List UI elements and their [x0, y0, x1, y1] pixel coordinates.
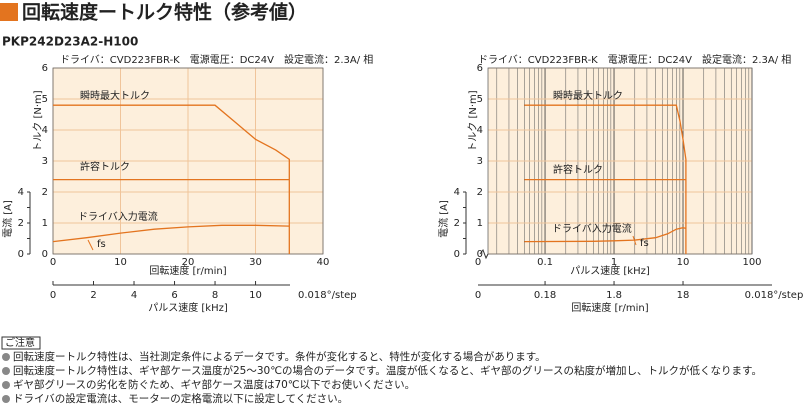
y-tick-label: 0: [477, 249, 483, 260]
x-tick-label: 0: [50, 257, 56, 268]
y-tick-label: 6: [477, 63, 483, 74]
fs-label: fs: [640, 238, 649, 249]
note-bullet: [2, 381, 10, 389]
note-title: ご注意: [5, 336, 35, 349]
fs-marker: [632, 235, 637, 246]
y-tick-label: 4: [42, 125, 48, 136]
model: PKP242D23A2-H100: [2, 35, 138, 49]
chart-header: ドライバ：CVD223FBR-K 電源電圧：DC24V 設定電流：2.3A/ 相: [478, 53, 791, 66]
x-tick-label: 0.1: [537, 257, 553, 268]
chart-header: ドライバ：CVD223FBR-K 電源電圧：DC24V 設定電流：2.3A/ 相: [60, 53, 373, 66]
y2-tick-label: 4: [454, 187, 460, 198]
x-tick-label: 10: [677, 257, 690, 268]
plot-frame: [487, 67, 753, 255]
y2-axis-label: 電流 [A]: [437, 200, 450, 238]
note-bullet: [2, 395, 10, 403]
series-label: ドライバ入力電流: [552, 222, 632, 235]
y-axis-label: トルク [N·m]: [467, 90, 479, 151]
note-bullet: [2, 353, 10, 361]
x-axis-label: 回転速度 [r/min]: [149, 264, 226, 277]
x2-axis-label: パルス速度 [kHz]: [148, 301, 228, 314]
x-tick-label: 1: [611, 257, 617, 268]
series-line: [53, 104, 290, 254]
series-label: 瞬時最大トルク: [80, 89, 150, 102]
x2-tick-label: 6: [171, 290, 177, 301]
zero-label: 0: [475, 290, 481, 301]
x2-tick-label: 2: [90, 290, 96, 301]
x-tick-label: 100: [742, 257, 761, 268]
series-label: 許容トルク: [553, 163, 603, 176]
note-bullet: [2, 367, 10, 375]
y2-tick-label: 0: [18, 249, 24, 260]
x2-axis-label: 回転速度 [r/min]: [571, 301, 648, 314]
axis-break: [479, 248, 489, 260]
y-tick-label: 1: [477, 218, 483, 229]
page-title: 回転速度ートルク特性（参考値）: [22, 1, 307, 24]
y-tick-label: 2: [477, 187, 483, 198]
fs-label: fs: [97, 239, 106, 250]
plot-frame: [52, 67, 324, 255]
step-label: 0.018°/step: [298, 290, 357, 301]
note-box: [1, 336, 41, 350]
y-tick-label: 5: [42, 94, 48, 105]
step-label: 0.018°/step: [745, 290, 804, 301]
x-tick-label: 10: [114, 257, 127, 268]
y2-tick-label: 4: [18, 187, 24, 198]
x-tick-label: 40: [317, 257, 330, 268]
y2-tick-label: 2: [18, 218, 24, 229]
y-tick-label: 3: [477, 156, 483, 167]
x2-tick-label: 10: [249, 290, 262, 301]
y-tick-label: 6: [42, 63, 48, 74]
series-line: [524, 227, 687, 243]
y-tick-label: 1: [42, 218, 48, 229]
x2-tick-label: 4: [131, 290, 137, 301]
y-axis-label: トルク [N·m]: [32, 90, 44, 151]
note-item: ギヤ部グリースの劣化を防ぐため、ギヤ部ケース温度は70℃以下でお使いください。: [13, 378, 415, 391]
y-tick-label: 4: [477, 125, 483, 136]
note-item: ドライバの設定電流は、モーターの定格電流以下に設定してください。: [13, 392, 348, 405]
x2-tick-label: 0: [50, 290, 56, 301]
series-line: [52, 224, 290, 243]
y2-axis-label: 電流 [A]: [1, 200, 14, 238]
y2-tick-label: 2: [454, 218, 460, 229]
note-item: 回転速度ートルク特性は、当社測定条件によるデータです。条件が変化すると、特性が変…: [13, 350, 546, 363]
x2-tick-label: 0.18: [534, 290, 556, 301]
series-line: [524, 104, 687, 254]
series-label: 許容トルク: [80, 160, 130, 173]
x2-tick-label: 18: [677, 290, 690, 301]
y2-tick-label: 0: [454, 249, 460, 260]
y-tick-label: 2: [42, 187, 48, 198]
x2-tick-label: 8: [212, 290, 218, 301]
x-tick-label: 20: [182, 257, 195, 268]
y-tick-label: 3: [42, 156, 48, 167]
x-tick-label: 30: [249, 257, 262, 268]
y-tick-label: 5: [477, 94, 483, 105]
note-item: 回転速度ートルク特性は、ギヤ部ケース温度が25～30℃の場合のデータです。温度が…: [13, 364, 762, 377]
x-axis-label: パルス速度 [kHz]: [570, 264, 650, 277]
series-label: 瞬時最大トルク: [553, 89, 623, 102]
zero-label: 0: [475, 257, 481, 268]
x2-tick-label: 1.8: [606, 290, 622, 301]
title-mark: [0, 3, 18, 21]
fs-marker: [87, 239, 94, 251]
series-label: ドライバ入力電流: [78, 210, 158, 223]
y-tick-label: 0: [42, 249, 48, 260]
